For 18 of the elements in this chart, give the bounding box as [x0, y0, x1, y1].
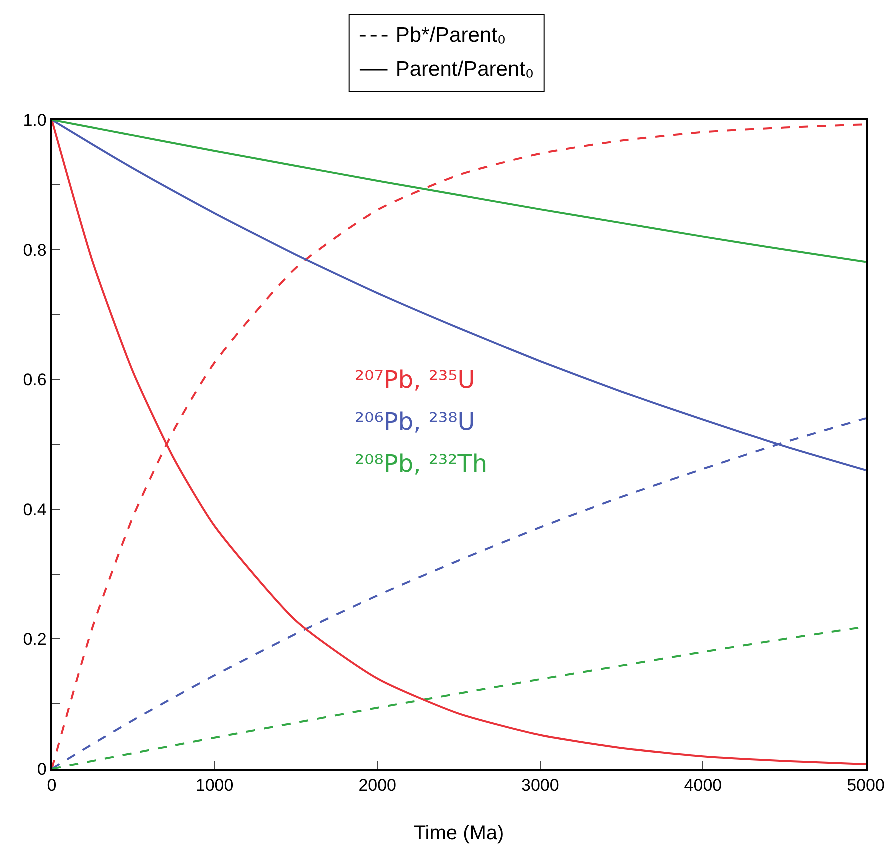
- annotation: ²⁰⁶Pb, ²³⁸U: [355, 408, 476, 436]
- text: Parent/Parent₀: [396, 57, 534, 83]
- x-tick-label: 1000: [196, 776, 234, 796]
- x-tick-label: 5000: [847, 776, 885, 796]
- x-tick-label: 2000: [358, 776, 397, 796]
- text: Pb*/Parent₀: [396, 23, 506, 49]
- annotation: ²⁰⁸Pb, ²³²Th: [355, 450, 488, 478]
- y-tick-label: 0: [37, 760, 47, 779]
- annotation: ²⁰⁷Pb, ²³⁵U: [355, 366, 476, 394]
- line-series: [52, 120, 866, 264]
- y-tick-label: 0.2: [23, 630, 47, 650]
- y-tick-label: 1.0: [23, 110, 47, 130]
- x-tick-label: 3000: [521, 776, 560, 796]
- y-tick-label: 0.6: [23, 370, 47, 390]
- x-axis-title: Time (Ma): [414, 822, 504, 844]
- y-tick-label: 0.8: [23, 240, 47, 260]
- x-tick-label: 4000: [684, 776, 722, 796]
- y-tick-label: 0.4: [23, 500, 47, 520]
